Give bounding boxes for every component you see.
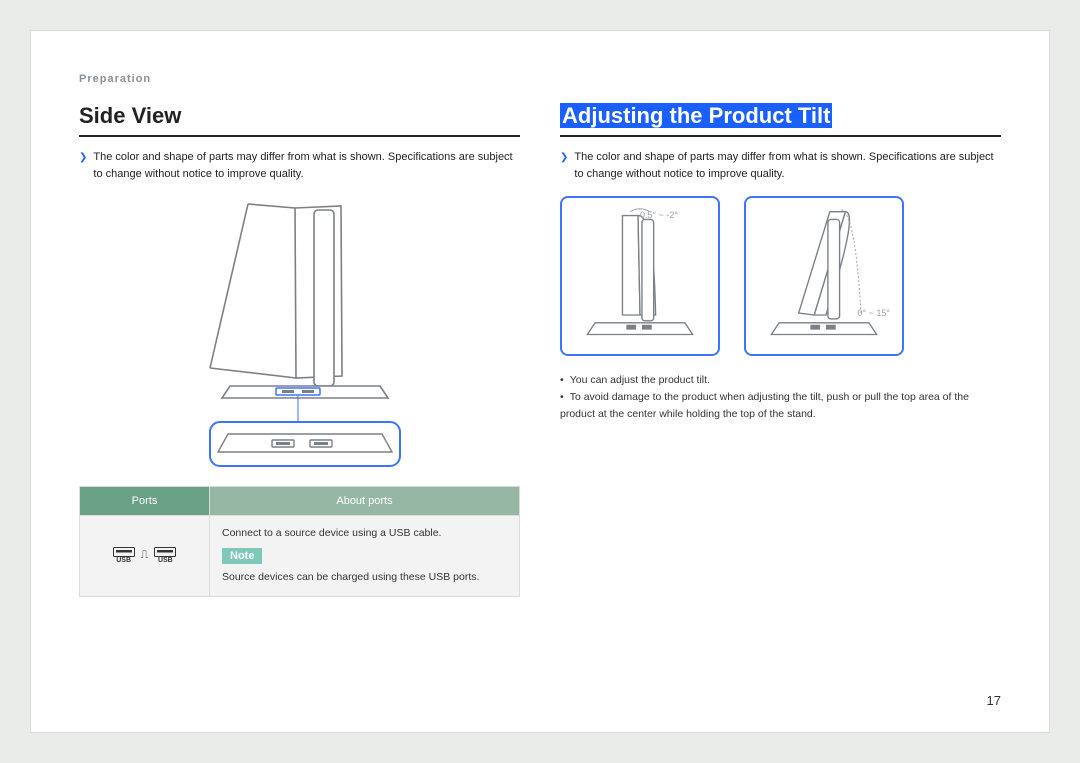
disclaimer-text: The color and shape of parts may differ … [93,149,520,182]
about-ports-col-header: About ports [210,487,520,516]
tilt-fwd-label: 0° ~ 15° [858,308,890,318]
usb-label: USB [116,557,131,564]
usb-port-pair-icon: USB ⎍ USB [113,547,177,564]
left-column: Side View ❯ The color and shape of parts… [79,103,520,597]
tilt-bullets: You can adjust the product tilt. To avoi… [560,372,1001,422]
tilt-forward-figure: 0° ~ 15° [744,196,904,356]
usb-port-icon: USB [154,547,176,564]
usb-note-text: Source devices can be charged using thes… [222,570,507,586]
tilt-heading-text: Adjusting the Product Tilt [560,103,832,128]
side-view-illustration [150,196,450,476]
tilt-heading: Adjusting the Product Tilt [560,103,1001,137]
ports-table: Ports About ports USB ⎍ [79,486,520,597]
usb-label: USB [158,557,173,564]
list-item: You can adjust the product tilt. [560,372,1001,389]
tilt-back-figure: 0.5° ~ -2° [560,196,720,356]
tilt-back-label: 0.5° ~ -2° [640,210,678,220]
usb-port-icon: USB [113,547,135,564]
table-row: USB ⎍ USB Connect to a source device usi… [80,516,520,597]
usb-trident-icon: ⎍ [141,549,149,562]
side-view-disclaimer: ❯ The color and shape of parts may diffe… [79,149,520,182]
right-column: Adjusting the Product Tilt ❯ The color a… [560,103,1001,597]
tilt-disclaimer: ❯ The color and shape of parts may diffe… [560,149,1001,182]
list-item: To avoid damage to the product when adju… [560,389,1001,423]
note-badge: Note [222,548,262,564]
ports-col-header: Ports [80,487,210,516]
disclaimer-text: The color and shape of parts may differ … [574,149,1001,182]
page-number: 17 [987,693,1001,708]
table-header-row: Ports About ports [80,487,520,516]
usb-ports-cell: USB ⎍ USB [80,516,210,597]
two-column-layout: Side View ❯ The color and shape of parts… [79,103,1001,597]
side-view-heading: Side View [79,103,520,137]
usb-desc-text: Connect to a source device using a USB c… [222,526,507,542]
breadcrumb: Preparation [79,73,1001,85]
chevron-icon: ❯ [79,150,87,182]
manual-page: Preparation Side View ❯ The color and sh… [30,30,1050,733]
tilt-figures-row: 0.5° ~ -2° [560,196,1001,356]
chevron-icon: ❯ [560,150,568,182]
usb-description-cell: Connect to a source device using a USB c… [210,516,520,597]
